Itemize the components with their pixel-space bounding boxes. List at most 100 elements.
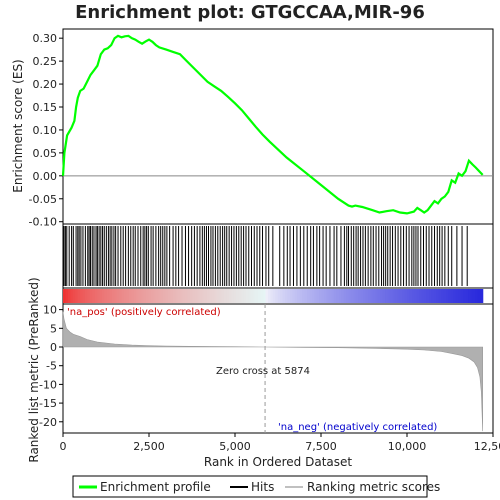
rank-color-segment [221, 289, 225, 303]
rank-color-segment [119, 289, 123, 303]
rank-color-segment [436, 289, 440, 303]
rank-color-segment [321, 289, 325, 303]
rank-color-segment [309, 289, 313, 303]
rank-color-segment [216, 289, 220, 303]
positive-correlation-label: 'na_pos' (positively correlated) [67, 307, 221, 318]
negative-correlation-label: 'na_neg' (negatively correlated) [278, 422, 437, 433]
rank-color-segment [382, 289, 386, 303]
rank-color-segment [448, 289, 452, 303]
hits-panel [62, 223, 494, 289]
rank-color-segment [209, 289, 213, 303]
rank-color-segment [99, 289, 103, 303]
rank-color-segment [307, 289, 311, 303]
rank-color-segment [106, 289, 110, 303]
rank-color-segment [270, 289, 274, 303]
rank-color-segment [182, 289, 186, 303]
es-y-tick-label: -0.10 [29, 216, 57, 229]
rank-color-segment [285, 289, 289, 303]
rank-color-segment [241, 289, 245, 303]
rank-color-segment [360, 289, 364, 303]
rank-color-segment [109, 289, 113, 303]
legend-profile-label: Enrichment profile [100, 480, 211, 494]
rank-color-segment [136, 289, 140, 303]
rank-color-segment [431, 289, 435, 303]
metric-x-axis: 0 2,500 5,000 7,500 10,000 12,500 [60, 433, 500, 453]
rank-color-segment [87, 289, 91, 303]
rank-color-segment [77, 289, 81, 303]
rank-color-segment [138, 289, 142, 303]
rank-color-segment [111, 289, 115, 303]
rank-color-segment [453, 289, 457, 303]
es-y-tick-label: 0.25 [33, 55, 58, 68]
es-y-tick-label: 0.05 [33, 147, 58, 160]
rank-color-segment [282, 289, 286, 303]
rank-color-segment [463, 289, 467, 303]
rank-color-segment [316, 289, 320, 303]
rank-color-segment [416, 289, 420, 303]
chart-title: Enrichment plot: GTGCCAA,MIR-96 [75, 2, 425, 23]
rank-color-segment [175, 289, 179, 303]
rank-color-segment [336, 289, 340, 303]
rank-color-bar [62, 287, 494, 305]
rank-color-segment [141, 289, 145, 303]
rank-color-segment [348, 289, 352, 303]
rank-color-segment [126, 289, 130, 303]
ranked-metric-panel: -20 -15 -10 -5 0 5 10 0 2,500 5,000 7,500 10,000 12… [27, 277, 500, 469]
rank-color-segment [353, 289, 357, 303]
rank-color-segment [80, 289, 84, 303]
rank-color-segment [163, 289, 167, 303]
metric-y-tick-label: -15 [39, 397, 57, 410]
rank-color-segment [167, 289, 171, 303]
rank-color-segment [446, 289, 450, 303]
rank-color-segment [185, 289, 189, 303]
rank-color-segment [429, 289, 433, 303]
rank-color-segment [424, 289, 428, 303]
rank-color-segment [350, 289, 354, 303]
hits-panel-frame [62, 223, 494, 289]
rank-color-segment [297, 289, 301, 303]
rank-color-segment [82, 289, 86, 303]
rank-color-segment [414, 289, 418, 303]
rank-color-segment [458, 289, 462, 303]
rank-color-segment [287, 289, 291, 303]
rank-color-segment [333, 289, 337, 303]
zero-cross-label: Zero cross at 5874 [216, 366, 310, 377]
rank-color-segment [267, 289, 271, 303]
legend-frame [72, 475, 428, 498]
rank-color-segment [104, 289, 108, 303]
rank-color-segment [114, 289, 118, 303]
rank-color-segment [468, 289, 472, 303]
rank-color-segment [128, 289, 132, 303]
x-tick-label: 0 [60, 440, 67, 453]
rank-color-segment [145, 289, 149, 303]
rank-color-segment [89, 289, 93, 303]
rank-color-segment [238, 289, 242, 303]
rank-color-segment [275, 289, 279, 303]
rank-color-segment [363, 289, 367, 303]
rank-color-segment [158, 289, 162, 303]
rank-color-segment [228, 289, 232, 303]
rank-color-segment [189, 289, 193, 303]
rank-color-segment [377, 289, 381, 303]
es-y-tick-label: 0.10 [33, 124, 58, 137]
metric-y-axis: -20 -15 -10 -5 0 5 10 [39, 304, 63, 429]
legend-hits-label: Hits [251, 480, 274, 494]
rank-color-segment [407, 289, 411, 303]
rank-color-segment [150, 289, 154, 303]
rank-color-segment [385, 289, 389, 303]
x-tick-label: 10,000 [388, 440, 427, 453]
rank-color-segment [443, 289, 447, 303]
rank-color-segment [187, 289, 191, 303]
ranked-metric-area [62, 311, 484, 432]
rank-color-segment [404, 289, 408, 303]
rank-color-segment [433, 289, 437, 303]
rank-color-segment [94, 289, 98, 303]
metric-y-axis-label: Ranked list metric (PreRanked) [27, 277, 41, 462]
rank-color-segment [292, 289, 296, 303]
metric-y-tick-label: 10 [43, 304, 57, 317]
rank-color-segment [355, 289, 359, 303]
rank-color-segment [133, 289, 137, 303]
legend-metric-label: Ranking metric scores [307, 480, 440, 494]
metric-y-tick-label: -10 [39, 378, 57, 391]
x-axis-label: Rank in Ordered Dataset [204, 455, 352, 469]
